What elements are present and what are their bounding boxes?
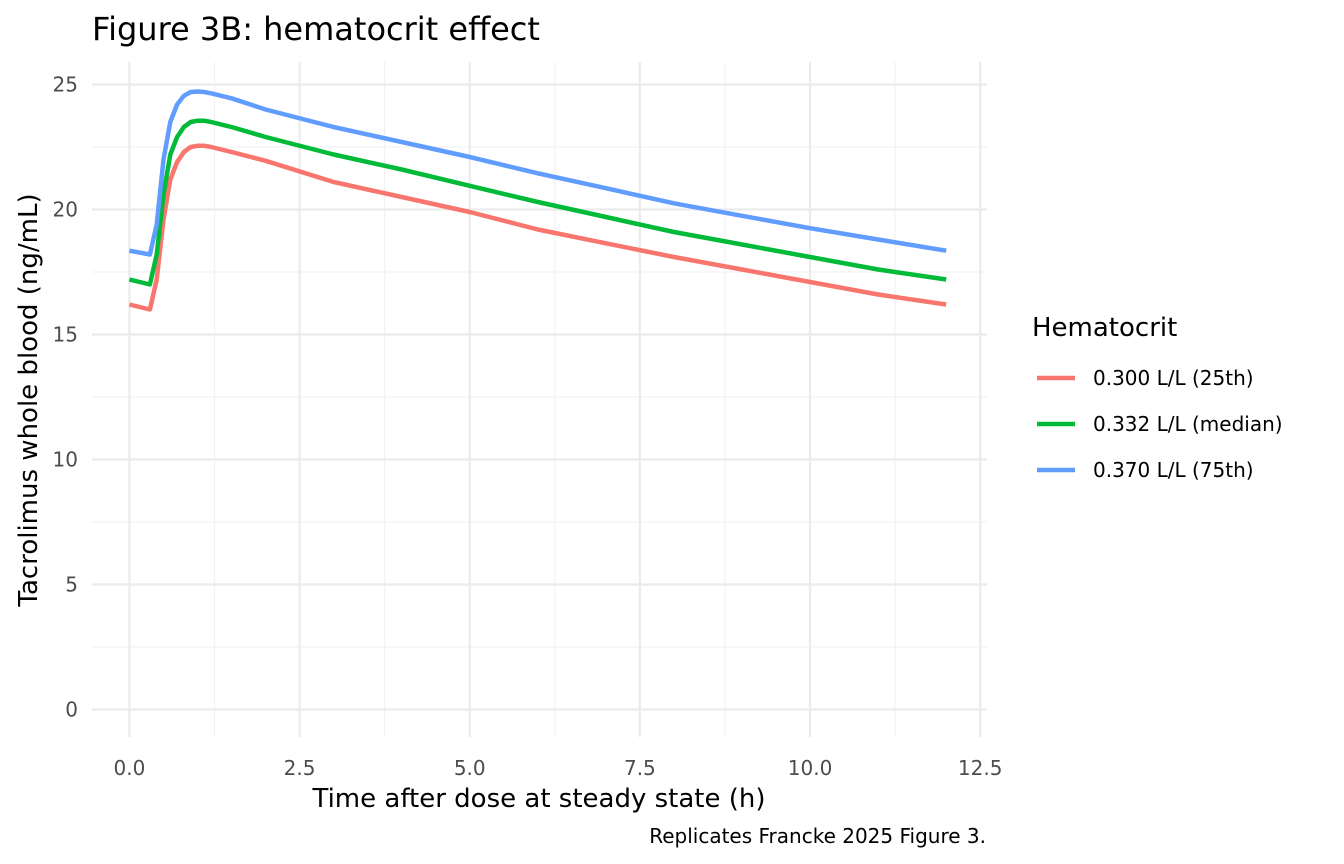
plot-series [128, 89, 947, 312]
series-line [128, 89, 947, 257]
series-line [128, 118, 947, 287]
y-axis-ticks: 0 5 10 15 20 25 [53, 73, 78, 722]
y-tick-label: 20 [53, 198, 78, 222]
legend: Hematocrit 0.300 L/L (25th) 0.332 L/L (me… [1032, 313, 1283, 482]
y-tick-label: 0 [65, 698, 78, 722]
caption: Replicates Francke 2025 Figure 3. [649, 824, 986, 848]
y-tick-label: 5 [65, 573, 78, 597]
x-tick-label: 2.5 [284, 756, 316, 780]
x-tick-label: 7.5 [624, 756, 656, 780]
plot-grid [92, 62, 987, 737]
x-tick-label: 10.0 [788, 756, 833, 780]
y-axis-title: Tacrolimus whole blood (ng/mL) [14, 193, 44, 607]
y-tick-label: 10 [53, 448, 78, 472]
x-tick-label: 12.5 [958, 756, 1003, 780]
x-axis-ticks: 0.0 2.5 5.0 7.5 10.0 12.5 [114, 756, 1003, 780]
x-tick-label: 0.0 [114, 756, 146, 780]
series-line [128, 143, 947, 312]
y-tick-label: 25 [53, 73, 78, 97]
y-tick-label: 15 [53, 323, 78, 347]
chart-title: Figure 3B: hematocrit effect [92, 10, 540, 48]
x-axis-title: Time after dose at steady state (h) [312, 784, 766, 814]
legend-title: Hematocrit [1032, 313, 1177, 343]
x-tick-label: 5.0 [454, 756, 486, 780]
legend-label: 0.332 L/L (median) [1093, 412, 1283, 436]
legend-label: 0.370 L/L (75th) [1093, 458, 1254, 482]
legend-label: 0.300 L/L (25th) [1093, 366, 1254, 390]
